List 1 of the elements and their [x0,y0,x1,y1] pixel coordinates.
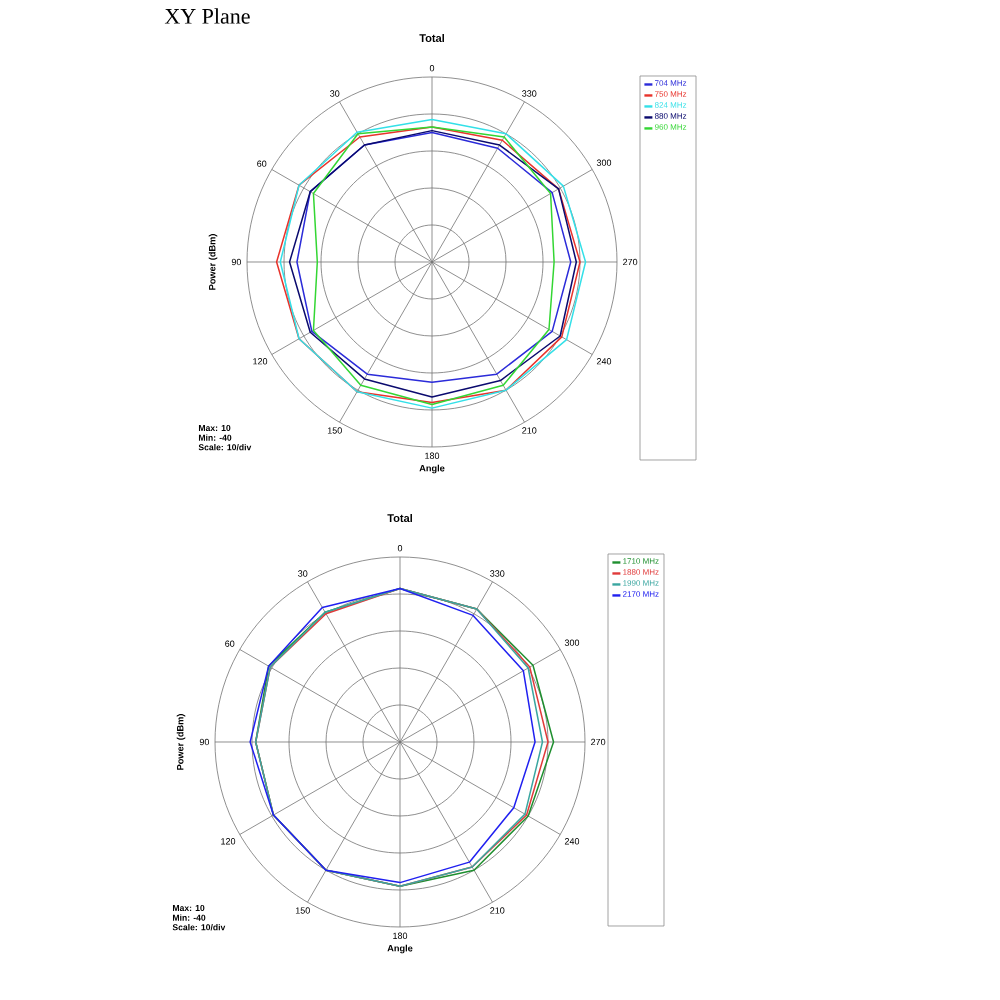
chart-title: XY Plane [164,8,250,24]
